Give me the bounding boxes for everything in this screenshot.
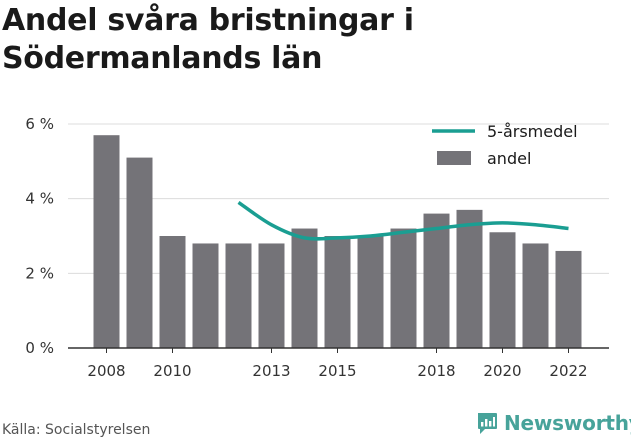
axis-layer: 0 % 2 % 4 % 6 % 2008 2010 2013 2015 2018 2020 2022 xyxy=(25,115,609,380)
bar-2018 xyxy=(423,213,450,348)
bar-2021 xyxy=(522,243,549,348)
legend-swatch-bar xyxy=(437,151,471,165)
bar-2020 xyxy=(489,232,516,348)
brand-name: Newsworthy xyxy=(504,411,631,435)
bar-2012 xyxy=(225,243,252,348)
brand-logo[interactable]: Newsworthy xyxy=(476,408,631,438)
y-tick-label: 4 % xyxy=(25,190,54,208)
x-tick-label: 2010 xyxy=(153,362,191,380)
y-tick-label: 6 % xyxy=(25,115,54,133)
bar-2022 xyxy=(555,250,582,348)
legend-label-5-arsmedel: 5-årsmedel xyxy=(487,122,578,141)
source-note: Källa: Socialstyrelsen xyxy=(2,422,151,438)
legend: 5-årsmedel andel xyxy=(432,122,578,168)
x-tick-label: 2020 xyxy=(483,362,521,380)
x-tick-label: 2008 xyxy=(87,362,125,380)
bar-2015 xyxy=(324,236,351,348)
bar-2014 xyxy=(291,228,318,348)
x-tick-label: 2022 xyxy=(549,362,587,380)
bar-2011 xyxy=(192,243,219,348)
bar-2013 xyxy=(258,243,285,348)
bar-2019 xyxy=(456,209,483,348)
newsworthy-logo-icon xyxy=(478,413,497,434)
chart-title: Andel svåra bristningar i Södermanlands … xyxy=(2,3,414,76)
series-line-5-arsmedel xyxy=(237,200,569,241)
bar-2009 xyxy=(126,157,153,348)
bar-2016 xyxy=(357,236,384,348)
bar-2017 xyxy=(390,228,417,348)
bar-2010 xyxy=(159,236,186,348)
y-tick-label: 2 % xyxy=(25,264,54,282)
x-tick-label: 2013 xyxy=(252,362,290,380)
bars-layer xyxy=(93,135,582,348)
bar-2008 xyxy=(93,135,120,348)
x-tick-label: 2015 xyxy=(318,362,356,380)
legend-label-andel: andel xyxy=(487,149,531,168)
line-layer xyxy=(237,200,569,241)
x-tick-label: 2018 xyxy=(417,362,455,380)
y-tick-label: 0 % xyxy=(25,339,54,357)
